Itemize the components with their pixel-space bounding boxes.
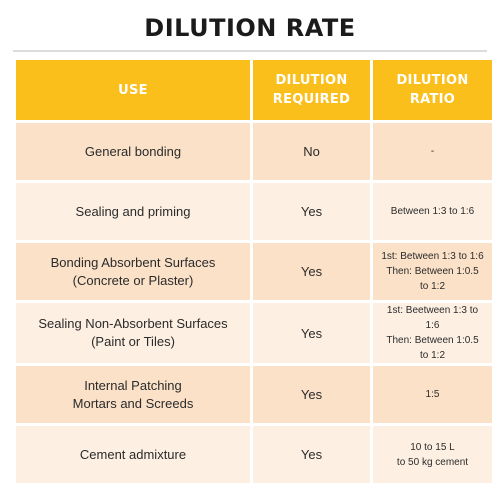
ratio-text: Then: Between 1:0.5 [386, 335, 479, 346]
ratio-text: Then: Between 1:0.5 [386, 266, 479, 277]
header-use: USE [16, 60, 250, 120]
use-cell: Sealing and priming [16, 183, 250, 240]
table-body: General bonding No - Sealing and priming Yes… [16, 123, 492, 483]
header-dilution-ratio: DILUTION RATIO [373, 60, 492, 120]
dilution-ratio-cell: 1st: Between 1:3 to 1:6 Then: Between 1:0… [373, 243, 492, 300]
use-cell: Bonding Absorbent Surfaces (Concrete or P… [16, 243, 250, 300]
use-text: (Concrete or Plaster) [72, 272, 194, 288]
ratio-text: 10 to 15 L [410, 441, 455, 453]
ratio-text: to 1:2 [419, 350, 446, 361]
table-row: Cement admixture Yes 10 to 15 L to 50 kg ce… [16, 426, 492, 483]
table-row: Sealing and priming Yes Between 1:3 to 1:6 [16, 183, 492, 240]
dilution-required-cell: Yes [253, 366, 370, 423]
use-cell: Cement admixture [16, 426, 250, 483]
table-header-row: USE DILUTION REQUIRED DILUTION RATIO [16, 60, 492, 120]
dilution-table: USE DILUTION REQUIRED DILUTION RATIO Gen… [13, 57, 495, 486]
ratio-text: to 50 kg cement [396, 456, 469, 468]
use-cell: General bonding [16, 123, 250, 180]
header-required-line2: REQUIRED [272, 92, 351, 107]
dilution-ratio-cell: 1st: Beetween 1:3 to 1:6 Then: Between 1:0… [373, 303, 492, 363]
dilution-ratio-cell: 10 to 15 L to 50 kg cement [373, 426, 492, 483]
ratio-text: 1st: Beetween 1:3 to [386, 305, 479, 316]
header-use-label: USE [118, 82, 148, 98]
use-text: Mortars and Screeds [72, 395, 194, 411]
ratio-text: to 1:2 [419, 281, 446, 292]
use-text: Internal Patching [84, 377, 182, 393]
dilution-required-cell: Yes [253, 303, 370, 363]
title-area: DILUTION RATE [0, 0, 500, 52]
dilution-required-cell: Yes [253, 183, 370, 240]
dilution-ratio-cell: 1:5 [373, 366, 492, 423]
header-dilution-required: DILUTION REQUIRED [253, 60, 370, 120]
title-divider [13, 50, 487, 52]
dilution-required-cell: No [253, 123, 370, 180]
header-required-line1: DILUTION [275, 73, 348, 88]
use-text: Cement admixture [79, 446, 187, 462]
table-row: General bonding No - [16, 123, 492, 180]
dilution-required-cell: Yes [253, 243, 370, 300]
dilution-required-cell: Yes [253, 426, 370, 483]
header-ratio-line1: DILUTION [396, 73, 469, 88]
use-cell: Internal Patching Mortars and Screeds [16, 366, 250, 423]
use-text: Sealing and priming [75, 203, 191, 219]
use-text: Sealing Non-Absorbent Surfaces [38, 316, 228, 331]
use-text: Bonding Absorbent Surfaces [50, 254, 216, 270]
dilution-ratio-cell: Between 1:3 to 1:6 [373, 183, 492, 240]
ratio-text: Between 1:3 to 1:6 [390, 206, 475, 217]
ratio-text: - [430, 146, 435, 157]
use-text: (Paint or Tiles) [91, 334, 175, 349]
ratio-text: 1:5 [425, 389, 440, 400]
ratio-text: 1st: Between 1:3 to 1:6 [381, 251, 484, 262]
page-title: DILUTION RATE [144, 14, 356, 42]
use-text: General bonding [84, 143, 182, 159]
dilution-ratio-cell: - [373, 123, 492, 180]
ratio-text: 1:6 [425, 320, 440, 331]
table-row: Sealing Non-Absorbent Surfaces (Paint or … [16, 303, 492, 363]
use-cell: Sealing Non-Absorbent Surfaces (Paint or … [16, 303, 250, 363]
table-row: Bonding Absorbent Surfaces (Concrete or P… [16, 243, 492, 300]
header-ratio-line2: RATIO [409, 92, 456, 107]
table-row: Internal Patching Mortars and Screeds Yes 1… [16, 366, 492, 423]
